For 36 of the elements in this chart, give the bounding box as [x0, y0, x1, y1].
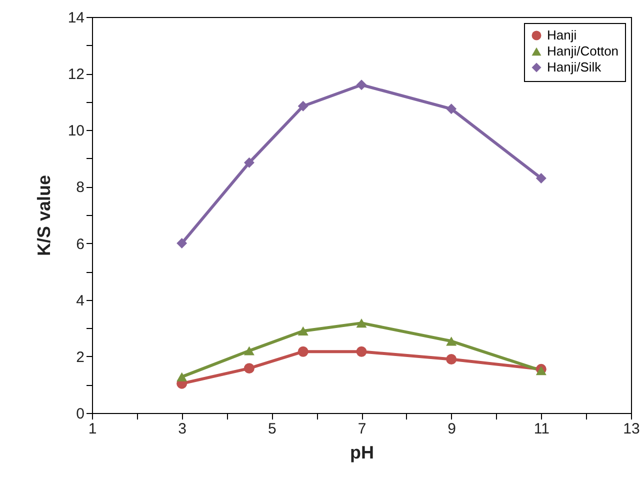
point [298, 100, 308, 112]
x-tick-label: 13 [623, 420, 640, 438]
legend-label: Hanji/Silk [547, 60, 602, 74]
x-tick-label: 1 [88, 420, 97, 438]
x-tick-label: 9 [448, 420, 456, 438]
y-tick-label: 8 [76, 179, 84, 196]
legend-label: Hanji/Cotton [547, 44, 619, 58]
point [356, 80, 367, 90]
point [446, 336, 457, 346]
point [356, 346, 367, 357]
point [298, 326, 308, 336]
point [244, 363, 254, 374]
point [298, 346, 308, 357]
y-tick-label: 6 [76, 236, 84, 253]
x-tick-label: 5 [268, 420, 276, 438]
y-tick-label: 4 [76, 292, 84, 310]
y-tick-label: 2 [76, 348, 84, 366]
point [536, 366, 546, 376]
y-tick-label: 12 [68, 66, 84, 84]
point [176, 372, 188, 382]
y-axis-title: K/S value [34, 174, 54, 256]
y-tick-label: 0 [76, 406, 84, 422]
x-axis-title: pH [350, 442, 374, 462]
point [176, 238, 188, 249]
point [536, 172, 546, 184]
x-tick-label: 11 [534, 420, 550, 438]
point [244, 157, 254, 168]
legend-label: Hanji [547, 28, 577, 42]
point [446, 104, 457, 114]
x-tick-label: 3 [178, 420, 187, 438]
y-tick-label: 14 [68, 10, 84, 26]
point [446, 354, 457, 364]
point [356, 318, 367, 328]
y-tick-label: 10 [68, 122, 84, 140]
x-tick-label: 7 [358, 420, 366, 438]
point [244, 346, 254, 356]
